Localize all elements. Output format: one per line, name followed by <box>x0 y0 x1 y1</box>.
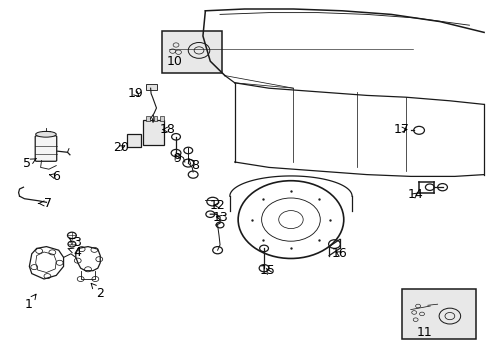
Text: 19: 19 <box>128 87 143 100</box>
Text: 18: 18 <box>159 123 175 136</box>
Text: 15: 15 <box>260 264 275 277</box>
Text: 6: 6 <box>49 170 60 183</box>
FancyBboxPatch shape <box>146 84 157 90</box>
Text: 9: 9 <box>173 152 181 165</box>
FancyBboxPatch shape <box>146 116 150 121</box>
Text: 13: 13 <box>213 211 228 224</box>
Text: 17: 17 <box>393 123 409 136</box>
Text: 12: 12 <box>209 199 225 212</box>
FancyBboxPatch shape <box>401 289 475 339</box>
Text: 20: 20 <box>113 141 129 154</box>
FancyBboxPatch shape <box>153 116 157 121</box>
Text: 5: 5 <box>23 157 36 170</box>
Text: 10: 10 <box>167 55 183 68</box>
Text: 16: 16 <box>331 247 347 260</box>
Text: 2: 2 <box>91 283 104 300</box>
FancyBboxPatch shape <box>162 31 221 73</box>
Text: 14: 14 <box>407 188 423 201</box>
FancyBboxPatch shape <box>160 116 163 121</box>
Text: 11: 11 <box>416 327 431 339</box>
Text: 8: 8 <box>188 159 199 172</box>
FancyBboxPatch shape <box>143 120 163 145</box>
FancyBboxPatch shape <box>35 136 57 161</box>
Ellipse shape <box>36 131 56 137</box>
Text: 7: 7 <box>38 197 52 210</box>
FancyBboxPatch shape <box>127 134 141 147</box>
Text: 1: 1 <box>24 294 36 311</box>
Text: 3: 3 <box>69 237 81 249</box>
Text: 4: 4 <box>68 246 81 258</box>
